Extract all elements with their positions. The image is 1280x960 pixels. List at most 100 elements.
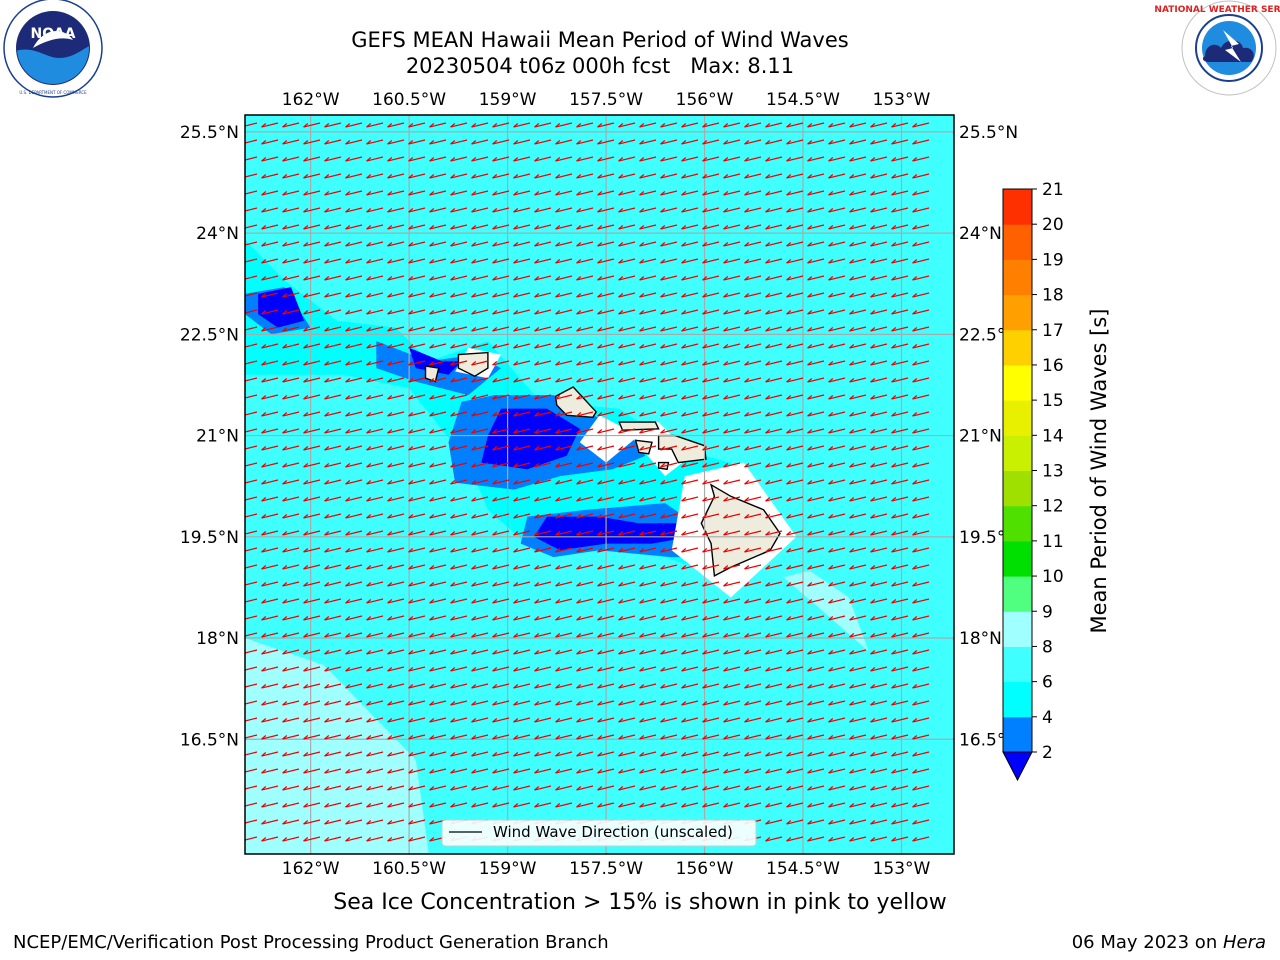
wind-arrow [786,751,804,757]
wind-arrow [282,394,300,400]
wind-arrow [870,734,888,740]
wind-arrow [387,751,405,757]
wind-arrow [408,836,426,842]
wind-arrow [450,530,468,536]
wind-arrow [891,717,909,723]
wind-arrow [261,309,279,315]
wind-arrow [366,564,384,570]
wind-arrow [597,394,615,400]
wind-arrow [912,190,930,196]
wind-arrow [345,479,363,485]
wind-arrow [245,377,258,382]
chart-title: GEFS MEAN Hawaii Mean Period of Wind Wav… [351,28,849,52]
wind-arrow [807,207,825,213]
wind-arrow [807,819,825,825]
wind-arrow [870,496,888,502]
wind-arrow [807,309,825,315]
wind-arrow [534,768,552,774]
wind-arrow [345,258,363,264]
wind-arrow [786,411,804,417]
wind-arrow [702,292,720,298]
wind-arrow [471,173,489,179]
wind-arrow [282,683,300,689]
wind-arrow [408,428,426,434]
wind-arrow [681,649,699,655]
wind-arrow [534,462,552,468]
wind-arrow [576,649,594,655]
wind-arrow [723,343,741,349]
wind-arrow [534,632,552,638]
wind-arrow [723,241,741,247]
wind-arrow [492,479,510,485]
contour-region [783,570,869,652]
wind-arrow [387,292,405,298]
wind-arrow [597,377,615,383]
wind-arrow [828,326,846,332]
wind-arrow [345,649,363,655]
footer-host: Hera [1222,932,1266,953]
land-mask [579,415,639,463]
wind-arrow [261,751,279,757]
wind-arrow [429,122,447,128]
wind-arrow [366,700,384,706]
wind-arrow [786,734,804,740]
wind-arrow [765,428,783,434]
wind-arrow [345,377,363,383]
wind-arrow [303,445,321,451]
wind-arrow [245,462,258,467]
wind-arrow [303,258,321,264]
wind-arrow [849,717,867,723]
wind-arrow [303,122,321,128]
colorbar-label: Mean Period of Wind Waves [s] [1087,309,1111,634]
wind-arrow [366,802,384,808]
wind-arrow [744,785,762,791]
wind-arrow [366,598,384,604]
wind-arrow [408,292,426,298]
wind-arrow [681,666,699,672]
colorbar-segment [1003,576,1032,612]
wind-arrow [744,717,762,723]
wind-arrow [807,666,825,672]
wind-arrow [786,326,804,332]
wind-arrow [660,717,678,723]
wind-arrow [450,343,468,349]
wind-arrow [681,564,699,570]
wind-arrow [245,734,258,739]
wind-arrow [245,802,258,807]
wind-arrow [912,785,930,791]
wind-arrow [786,241,804,247]
island-molokai [618,421,660,431]
wind-arrow [828,139,846,145]
wind-arrow [576,683,594,689]
wind-arrow [765,258,783,264]
wind-arrow [429,513,447,519]
wind-arrow [282,513,300,519]
y-tick-label-left: 25.5°N [180,123,239,143]
wind-arrow [576,428,594,434]
wind-arrow [450,513,468,519]
wind-arrow [870,615,888,621]
wind-arrow [870,581,888,587]
wind-arrow [408,802,426,808]
wind-arrow [513,428,531,434]
wind-arrow [366,343,384,349]
wind-arrow [303,547,321,553]
wind-arrow [366,666,384,672]
wind-arrow [618,207,636,213]
wind-arrow [245,343,258,348]
wind-arrow [786,717,804,723]
wind-arrow [261,615,279,621]
wind-arrow [597,241,615,247]
wind-arrow [618,547,636,553]
wind-arrow [828,598,846,604]
wind-arrow [492,751,510,757]
wind-arrow [849,547,867,553]
wind-arrow [513,139,531,145]
wind-arrow [660,411,678,417]
wind-arrow [576,326,594,332]
wind-arrow [324,717,342,723]
wind-arrow [744,309,762,315]
wind-arrow [618,394,636,400]
wind-arrow [366,377,384,383]
wind-arrow [597,343,615,349]
